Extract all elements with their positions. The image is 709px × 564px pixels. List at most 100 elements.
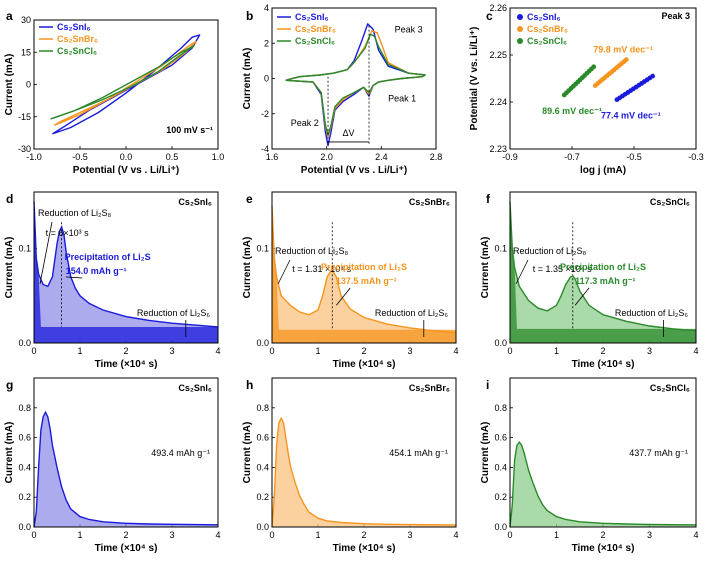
- y-tick-label: 0.0: [494, 522, 507, 532]
- y-axis-label: Current (mA): [480, 237, 491, 299]
- x-tick-label: 0: [31, 530, 36, 540]
- area-fill: [272, 418, 456, 527]
- peak-label: Peak 3: [661, 11, 690, 21]
- peak2-label: Peak 2: [291, 118, 319, 128]
- x-tick-label: 2: [361, 346, 366, 356]
- label-precipitation: Precipitation of Li₂S: [560, 262, 646, 272]
- data-point: [591, 64, 597, 70]
- y-tick-label: 0.8: [18, 403, 31, 413]
- x-tick-label: 3: [407, 346, 412, 356]
- capacity-label: 437.7 mAh g⁻¹: [629, 448, 688, 458]
- x-axis-label: Time (×10⁴ s): [95, 543, 158, 554]
- data-point: [650, 73, 655, 79]
- panel-h: h 0 1 2 3 4 0.0 0.2 0.4 0.6 0.8 Time (×10⁴ s) Curren…: [242, 377, 459, 554]
- base-fill: [34, 201, 218, 343]
- series-line: [285, 33, 426, 136]
- panel-label: e: [246, 192, 253, 206]
- x-tick-label: 4: [693, 346, 698, 356]
- area-line: [271, 206, 457, 334]
- x-tick-label: 4: [453, 530, 458, 540]
- plot-frame: [33, 377, 219, 528]
- delta-v-label: ΔV: [343, 128, 355, 138]
- y-tick-label: 2.26: [489, 3, 507, 13]
- panel-label: g: [6, 378, 13, 392]
- x-axis-label: Time (×10⁴ s): [333, 543, 396, 554]
- area-line: [33, 410, 219, 528]
- legend-marker: [517, 26, 523, 32]
- y-tick-label: 0.4: [494, 462, 507, 472]
- y-tick-label: 0.0: [18, 338, 31, 348]
- panel-label: f: [486, 192, 491, 206]
- x-tick-label: -0.5: [626, 152, 642, 162]
- x-tick-label: 2: [123, 530, 128, 540]
- plot-frame: [509, 191, 697, 344]
- y-tick-label: 0.4: [18, 462, 31, 472]
- plot-frame: [33, 19, 219, 150]
- y-tick-label: 0.4: [256, 462, 269, 472]
- y-tick-label: 0.0: [18, 522, 31, 532]
- x-axis-label: log j (mA): [580, 165, 626, 176]
- y-tick-label: 0: [26, 80, 31, 90]
- plot-frame: [509, 7, 697, 150]
- slope-label-sni: 77.4 mV dec⁻¹: [601, 110, 661, 120]
- y-tick-label: 30: [21, 15, 31, 25]
- x-axis-label: Time (×10⁴ s): [572, 359, 635, 370]
- area-line: [509, 440, 697, 528]
- x-tick-label: 4: [453, 346, 458, 356]
- panel-d: d 0 1 2 3 4 0.0 0.1 Time (×10⁴ s) Current (mA) Cs₂…: [4, 191, 221, 370]
- peak1-label: Peak 1: [388, 93, 416, 103]
- y-tick-label: -2: [261, 109, 269, 119]
- label-reduction-li2s6: Reduction of Li₂S₆: [615, 308, 689, 318]
- legend-entry: Cs₂SnCl₆: [527, 36, 567, 46]
- x-tick-label: -0.7: [564, 152, 580, 162]
- legend-entry: Cs₂SnI₆: [527, 12, 561, 22]
- y-tick-label: 2.25: [489, 50, 507, 60]
- y-tick-label: 15: [21, 47, 31, 57]
- x-tick-label: 4: [693, 530, 698, 540]
- plot-frame: [33, 191, 219, 344]
- legend-entry: Cs₂SnI₆: [57, 22, 91, 32]
- plot-frame: [509, 377, 697, 528]
- label-peak-time: t = 1.35 ×10⁴ s: [533, 264, 592, 274]
- x-tick-label: 1: [554, 346, 559, 356]
- x-tick-label: 0: [31, 346, 36, 356]
- x-axis-label: Time (×10⁴ s): [572, 543, 635, 554]
- capacity-label: 493.4 mAh g⁻¹: [151, 448, 210, 458]
- x-tick-label: -0.5: [72, 152, 88, 162]
- y-tick-label: 0.1: [494, 244, 507, 254]
- label-peak-time: t = 6×10³ s: [46, 228, 90, 238]
- x-tick-label: 2: [600, 346, 605, 356]
- label-precipitation: Precipitation of Li₂S: [65, 252, 151, 262]
- x-tick-label: 2: [600, 530, 605, 540]
- panel-b: b 1.6 2.0 2.4 2.8 -4 -2 0 2 4 Potential (V vs . Li…: [242, 3, 442, 176]
- panel-title: Cs₂SnCl₆: [650, 383, 690, 393]
- panel-label: b: [246, 9, 253, 23]
- y-tick-label: 0.6: [18, 433, 31, 443]
- plot-frame: [271, 7, 437, 150]
- y-tick-label: 2.23: [489, 144, 507, 154]
- panel-g: g 0 1 2 3 4 0.0 0.2 0.4 0.6 0.8 Time (×10⁴ s) Curren…: [4, 377, 221, 554]
- y-axis-label: Current (mA): [480, 422, 491, 484]
- panel-title: Cs₂SnI₆: [178, 197, 212, 207]
- arrow-precipitation: [574, 287, 590, 306]
- panel-title: Cs₂SnBr₆: [409, 383, 450, 393]
- x-tick-label: 1.6: [266, 152, 279, 162]
- label-reduction-li2s6: Reduction of Li₂S₆: [137, 308, 211, 318]
- scan-rate-label: 100 mV s⁻¹: [166, 125, 213, 135]
- legend-marker: [517, 38, 523, 44]
- x-tick-label: 4: [215, 530, 220, 540]
- label-reduction-li2s8: Reduction of Li₂S₈: [38, 208, 112, 218]
- area-line: [509, 201, 697, 332]
- y-axis-label: Current (mA): [242, 422, 253, 484]
- y-tick-label: 0.8: [256, 403, 269, 413]
- label-reduction-li2s8: Reduction of Li₂S₈: [275, 246, 349, 256]
- legend-marker: [517, 14, 523, 20]
- y-tick-label: 0.1: [18, 244, 31, 254]
- x-tick-label: 4: [215, 346, 220, 356]
- capacity-label: 454.1 mAh g⁻¹: [389, 448, 448, 458]
- x-tick-label: 1: [554, 530, 559, 540]
- panel-label: a: [6, 9, 13, 23]
- panel-i: i 0 1 2 3 4 0.0 0.2 0.4 0.6 0.8 Time (×10⁴ s) Curren…: [480, 377, 699, 554]
- x-tick-label: 2: [123, 346, 128, 356]
- y-tick-label: 0.2: [494, 492, 507, 502]
